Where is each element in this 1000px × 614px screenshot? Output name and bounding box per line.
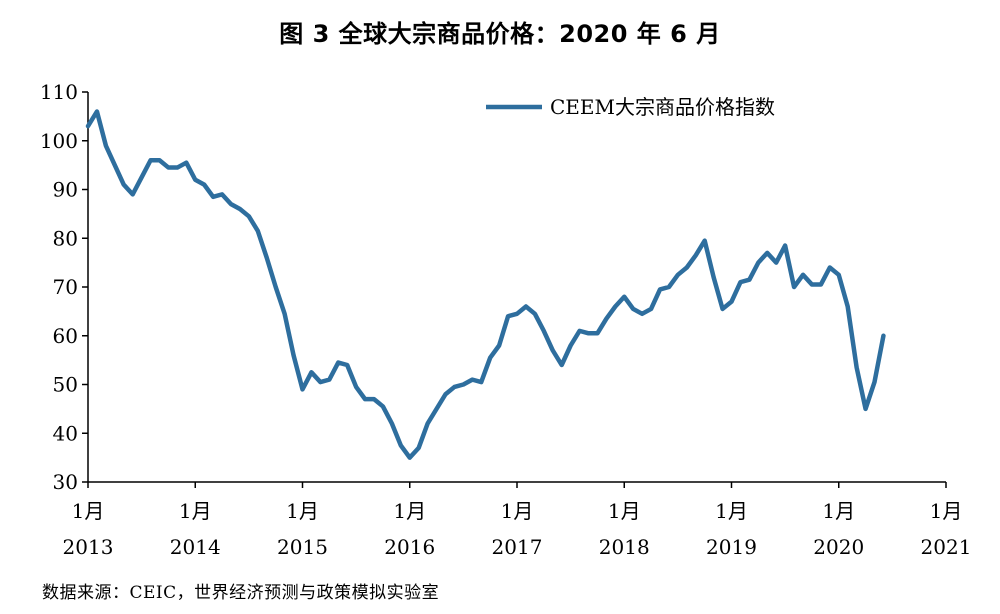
- y-axis-ticks: 30 40 50 60 70 80 90 100 110: [40, 80, 88, 494]
- chart-axes: [87, 92, 946, 483]
- y-tick-label: 70: [53, 275, 78, 299]
- series-line: [85, 109, 886, 460]
- y-tick-label: 110: [40, 80, 78, 104]
- x-tick-label-year: 2014: [170, 535, 221, 559]
- legend: CEEM大宗商品价格指数: [486, 95, 775, 119]
- x-tick-label-month: 1月: [393, 499, 426, 523]
- x-axis-ticks: 1月 2013 1月 2014 1月 2015 1月 2016 1月 2017 1月 2018 1月 20…: [63, 482, 972, 559]
- x-tick-label-month: 1月: [822, 499, 855, 523]
- x-tick-label-year: 2015: [277, 535, 328, 559]
- x-tick-label-month: 1月: [930, 499, 963, 523]
- x-tick-label-month: 1月: [501, 499, 534, 523]
- x-tick-label-year: 2021: [921, 535, 972, 559]
- y-tick-label: 40: [53, 421, 78, 445]
- y-tick-label: 60: [53, 324, 78, 348]
- x-tick-label-year: 2018: [599, 535, 650, 559]
- series-layer: [85, 109, 886, 460]
- x-tick-label-month: 1月: [72, 499, 105, 523]
- x-tick-label-month: 1月: [608, 499, 641, 523]
- x-tick-label-year: 2019: [706, 535, 757, 559]
- x-tick-label-month: 1月: [286, 499, 319, 523]
- y-tick-label: 50: [53, 373, 78, 397]
- chart-title: 图 3 全球大宗商品价格：2020 年 6 月: [279, 20, 721, 48]
- y-tick-label: 100: [40, 129, 78, 153]
- y-tick-label: 90: [53, 178, 78, 202]
- source-note: 数据来源：CEIC，世界经济预测与政策模拟实验室: [42, 583, 440, 603]
- x-tick-label-month: 1月: [179, 499, 212, 523]
- y-tick-label: 80: [53, 226, 78, 250]
- x-tick-label-year: 2016: [384, 535, 435, 559]
- x-tick-label-year: 2013: [63, 535, 114, 559]
- x-tick-label-year: 2020: [813, 535, 864, 559]
- x-tick-label-month: 1月: [715, 499, 748, 523]
- y-tick-label: 30: [53, 470, 78, 494]
- legend-label: CEEM大宗商品价格指数: [550, 95, 775, 119]
- x-tick-label-year: 2017: [492, 535, 543, 559]
